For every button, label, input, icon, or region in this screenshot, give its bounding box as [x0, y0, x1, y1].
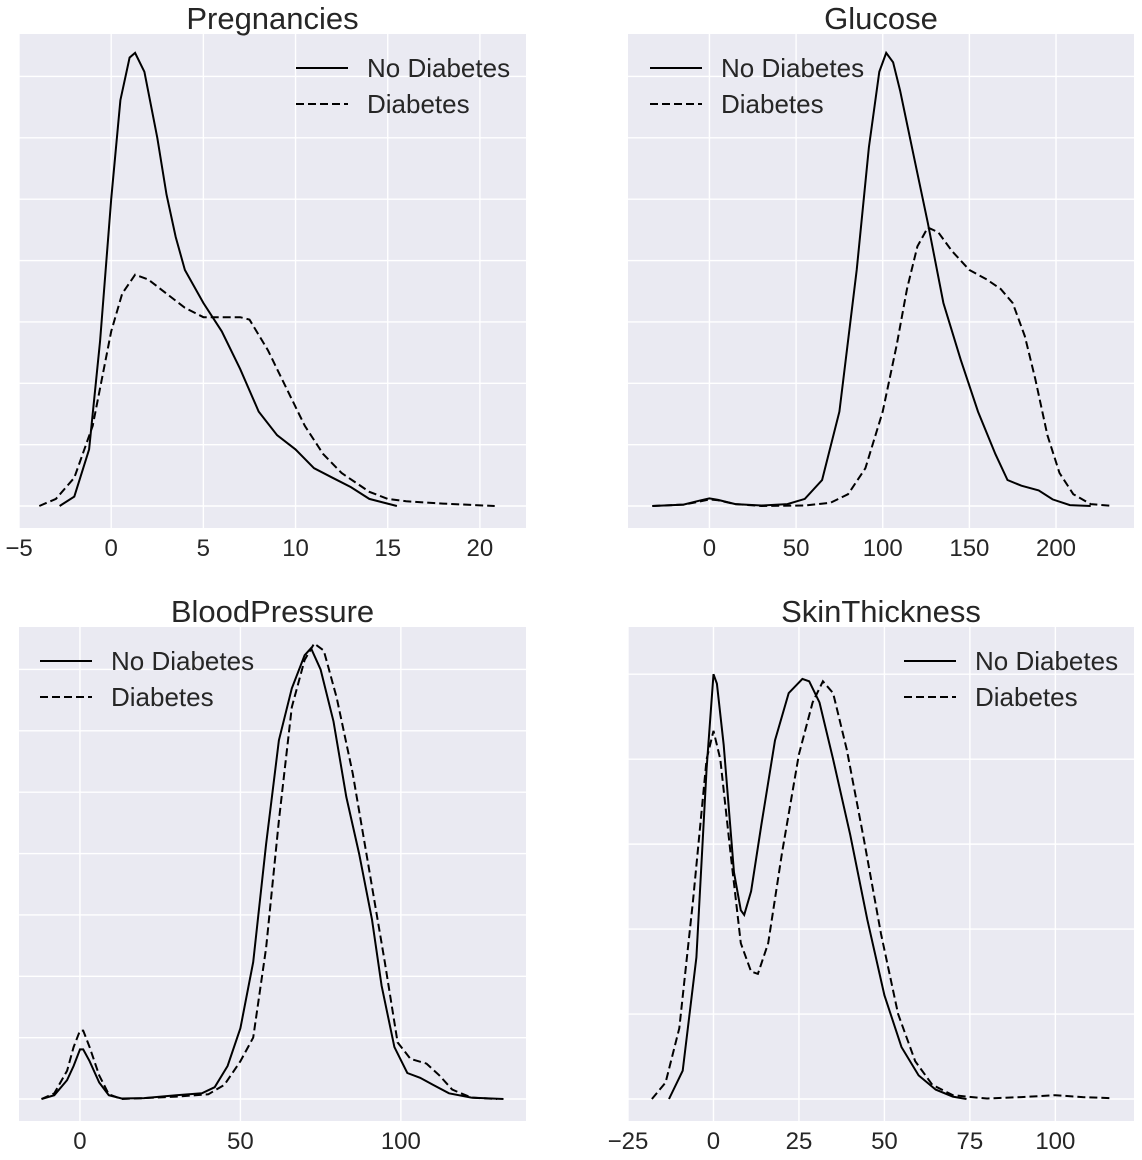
x-tick-label: 0	[105, 535, 118, 562]
x-tick-label: 20	[467, 535, 494, 562]
subplot-title: SkinThickness	[781, 594, 981, 629]
legend: No Diabetes Diabetes	[904, 646, 1118, 712]
series-line-no-diabetes	[59, 51, 398, 507]
legend: No Diabetes Diabetes	[40, 646, 254, 712]
x-tick-label: 50	[871, 1128, 898, 1155]
legend-label: Diabetes	[367, 89, 470, 119]
legend-label: No Diabetes	[111, 646, 254, 676]
x-tick-label: 10	[282, 535, 309, 562]
x-tick-label: 5	[197, 535, 210, 562]
x-tick-label: 50	[227, 1128, 254, 1155]
x-tick-label: 150	[949, 535, 989, 562]
series-line-no-diabetes	[41, 646, 504, 1100]
x-tick-label: 100	[863, 535, 903, 562]
series-line-diabetes	[651, 679, 1111, 1100]
subplot-pregnancies: −5 0 5 10 15 20 Pregnancies No Diabetes Diabetes	[5, 1, 526, 562]
series-line-diabetes	[38, 273, 495, 507]
subplot-title: Pregnancies	[186, 1, 358, 36]
legend-label: No Diabetes	[721, 53, 864, 83]
subplot-skinthickness: −25 0 25 50 75 100 SkinThickness No Diabetes Dia…	[608, 594, 1134, 1155]
legend-label: Diabetes	[111, 682, 214, 712]
plot-area	[628, 627, 1134, 1121]
legend-label: No Diabetes	[975, 646, 1118, 676]
legend-label: Diabetes	[975, 682, 1078, 712]
series-line-diabetes	[41, 642, 498, 1101]
x-tick-label: 0	[73, 1128, 86, 1155]
plot-area	[19, 34, 526, 528]
x-tick-label: 0	[707, 1128, 720, 1155]
series-line-diabetes	[652, 226, 1114, 508]
subplot-title: BloodPressure	[171, 594, 374, 629]
plot-area	[628, 34, 1134, 528]
x-tick-label: 200	[1036, 535, 1076, 562]
legend-label: Diabetes	[721, 89, 824, 119]
x-tick-label: 0	[703, 535, 716, 562]
x-tick-label: −5	[5, 535, 32, 562]
x-tick-label: −25	[608, 1128, 649, 1155]
x-tick-label: 75	[957, 1128, 984, 1155]
subplot-title: Glucose	[824, 1, 938, 36]
x-tick-label: 50	[783, 535, 810, 562]
subplot-bloodpressure: 0 50 100 BloodPressure No Diabetes Diabetes	[19, 594, 526, 1155]
x-tick-label: 25	[786, 1128, 813, 1155]
subplot-glucose: 0 50 100 150 200 Glucose No Diabetes Diabetes	[628, 1, 1134, 562]
legend-label: No Diabetes	[367, 53, 510, 83]
legend: No Diabetes Diabetes	[296, 53, 510, 119]
legend: No Diabetes Diabetes	[650, 53, 864, 119]
series-line-no-diabetes	[668, 673, 967, 1100]
plot-area	[19, 627, 526, 1121]
x-tick-label: 100	[381, 1128, 421, 1155]
x-tick-label: 100	[1035, 1128, 1075, 1155]
x-tick-label: 15	[374, 535, 401, 562]
